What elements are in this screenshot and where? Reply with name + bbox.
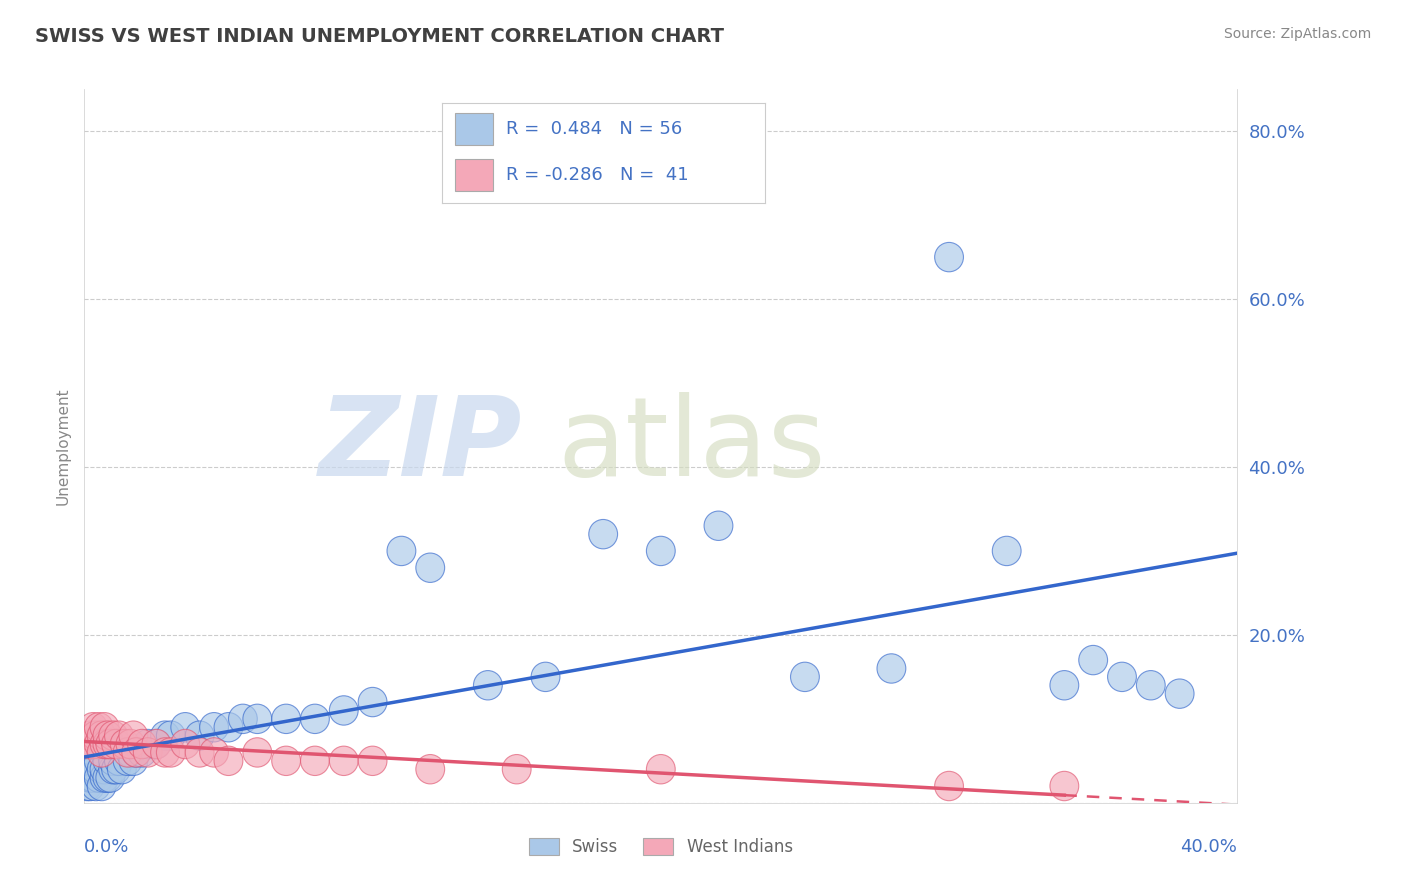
- Text: atlas: atlas: [557, 392, 825, 500]
- Text: SWISS VS WEST INDIAN UNEMPLOYMENT CORRELATION CHART: SWISS VS WEST INDIAN UNEMPLOYMENT CORREL…: [35, 27, 724, 45]
- Text: ZIP: ZIP: [319, 392, 523, 500]
- Text: 40.0%: 40.0%: [1181, 838, 1237, 856]
- Y-axis label: Unemployment: Unemployment: [55, 387, 70, 505]
- Legend: Swiss, West Indians: Swiss, West Indians: [519, 828, 803, 866]
- Text: 0.0%: 0.0%: [84, 838, 129, 856]
- Text: Source: ZipAtlas.com: Source: ZipAtlas.com: [1223, 27, 1371, 41]
